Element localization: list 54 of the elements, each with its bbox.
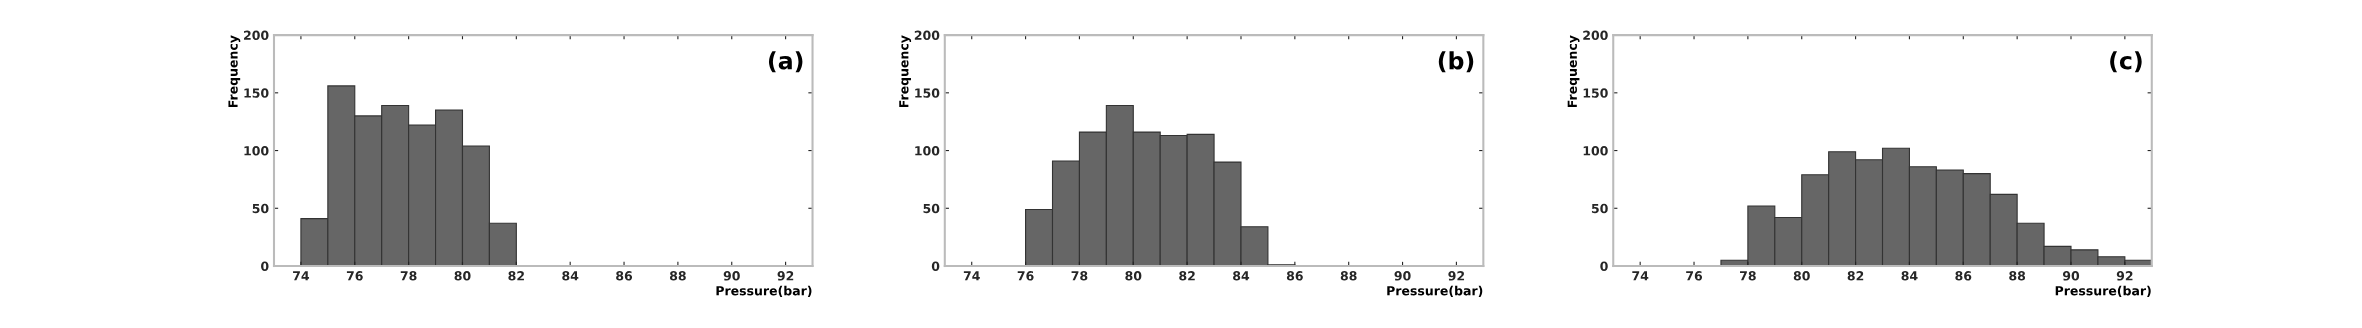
y-axis-title: Frequency xyxy=(899,35,912,108)
x-tick-label: 90 xyxy=(1394,271,1411,281)
y-tick-label: 0 xyxy=(261,261,269,271)
y-tick-label: 0 xyxy=(1600,261,1608,271)
y-tick-label: 100 xyxy=(915,146,940,156)
x-tick-label: 78 xyxy=(400,271,417,281)
y-tick-label: 200 xyxy=(1583,30,1608,41)
y-tick-label: 50 xyxy=(923,203,940,214)
x-tick-label: 76 xyxy=(1017,271,1034,281)
x-tick-label: 88 xyxy=(1340,271,1357,281)
x-tick-label: 84 xyxy=(562,271,579,281)
x-tick-label: 80 xyxy=(1793,271,1810,281)
y-tick-label: 200 xyxy=(244,30,269,41)
y-tick-label: 50 xyxy=(1591,203,1608,214)
annotation: (a) xyxy=(768,51,803,73)
x-tick-label: 88 xyxy=(2009,271,2026,281)
x-tick-label: 76 xyxy=(1686,271,1703,281)
x-tick-label: 82 xyxy=(508,271,524,281)
y-tick-label: 200 xyxy=(914,30,940,41)
x-tick-label: 92 xyxy=(1448,271,1465,281)
x-tick-label: 86 xyxy=(616,271,633,281)
x-tick-label: 76 xyxy=(346,271,363,281)
x-tick-label: 86 xyxy=(1955,271,1972,281)
x-tick-label: 92 xyxy=(2116,271,2133,281)
x-tick-label: 92 xyxy=(777,271,794,281)
x-axis-title: Pressure(bar) xyxy=(716,285,812,297)
x-tick-label: 88 xyxy=(669,271,686,281)
x-tick-label: 80 xyxy=(1125,271,1142,281)
x-axis-title: Pressure(bar) xyxy=(2055,285,2151,297)
x-tick-label: 82 xyxy=(1179,271,1195,281)
y-axis-title: Frequency xyxy=(1567,35,1580,108)
x-tick-label: 90 xyxy=(2062,271,2080,281)
x-tick-label: 78 xyxy=(1740,271,1756,281)
x-tick-label: 86 xyxy=(1286,271,1303,281)
annotation: (c) xyxy=(2110,51,2142,73)
y-tick-label: 150 xyxy=(915,88,940,98)
x-tick-label: 84 xyxy=(1901,271,1918,281)
x-tick-label: 80 xyxy=(454,271,471,281)
y-tick-label: 150 xyxy=(1583,88,1608,98)
x-tick-label: 90 xyxy=(723,271,740,281)
x-tick-label: 78 xyxy=(1071,271,1088,281)
x-tick-label: 74 xyxy=(293,271,310,281)
x-axis-title: Pressure(bar) xyxy=(1387,285,1483,297)
annotation: (b) xyxy=(1438,51,1474,73)
x-tick-label: 82 xyxy=(1847,271,1864,281)
y-tick-label: 100 xyxy=(244,146,269,156)
x-tick-label: 74 xyxy=(1632,271,1649,281)
x-tick-label: 84 xyxy=(1233,271,1250,281)
x-tick-label: 74 xyxy=(963,271,980,281)
y-axis-title: Frequency xyxy=(228,35,241,108)
y-tick-label: 50 xyxy=(252,203,269,214)
y-tick-label: 0 xyxy=(931,261,940,271)
y-tick-label: 100 xyxy=(1583,146,1608,156)
y-tick-label: 150 xyxy=(244,88,269,98)
